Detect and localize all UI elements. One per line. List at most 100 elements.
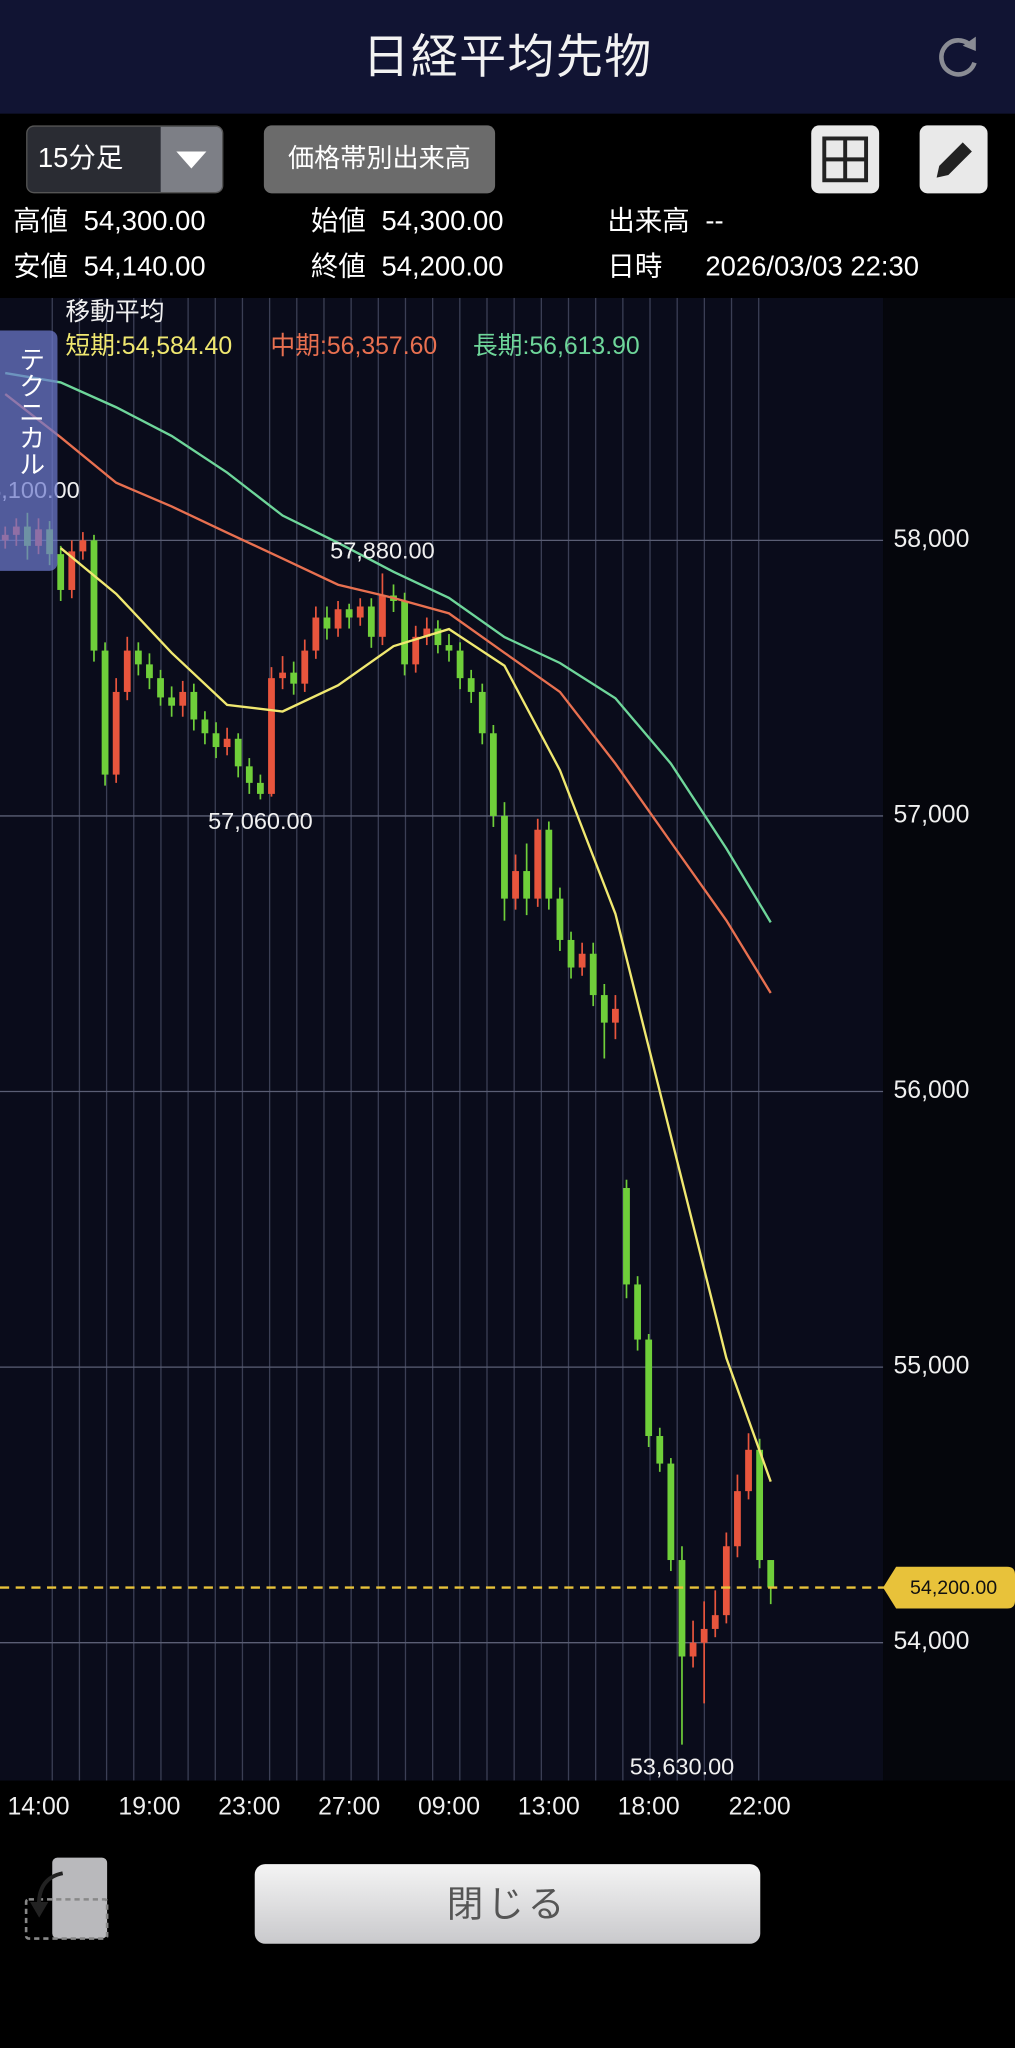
candle-body: [501, 815, 508, 899]
candle-body: [767, 1560, 775, 1588]
candle-body: [279, 672, 286, 679]
plot-background: [0, 297, 884, 1781]
candle-body: [290, 672, 298, 684]
candle-body: [456, 650, 464, 679]
rotate-arrowhead: [30, 1901, 49, 1918]
candle-body: [157, 678, 164, 698]
y-tick-label: 58,000: [894, 526, 970, 553]
x-tick-label: 22:00: [729, 1793, 791, 1820]
candle-body: [234, 738, 242, 767]
candle-body: [179, 691, 187, 706]
candle-body: [589, 953, 597, 996]
candle-body: [79, 540, 87, 552]
candle-body: [123, 650, 131, 692]
candle-body: [434, 628, 442, 646]
y-tick-label: 57,000: [894, 801, 970, 828]
x-tick-label: 13:00: [518, 1793, 580, 1820]
candle-body: [134, 650, 142, 665]
y-tick-label: 54,000: [894, 1628, 970, 1655]
candle-body: [489, 733, 497, 816]
interval-dropdown[interactable]: 15分足: [26, 125, 224, 194]
candle-body: [245, 766, 253, 783]
x-tick-label: 23:00: [218, 1793, 280, 1820]
candle-body: [312, 617, 320, 651]
legend-entry: 短期:54,584.40: [65, 332, 232, 360]
axis-background: [883, 297, 1015, 1781]
x-tick-label: 27:00: [318, 1793, 380, 1820]
technical-tab[interactable]: テクニカル: [0, 330, 58, 571]
x-tick-label: 09:00: [418, 1793, 480, 1820]
candle-body: [334, 609, 342, 629]
candle-body: [545, 829, 553, 899]
candle-body: [190, 691, 198, 720]
candle-body: [711, 1615, 719, 1629]
candle-body: [623, 1187, 630, 1285]
candle-body: [689, 1642, 697, 1657]
last-price-label: 54,200.00: [910, 1577, 997, 1599]
candle-body: [656, 1436, 664, 1464]
y-tick-label: 55,000: [894, 1353, 970, 1380]
candle-body: [401, 600, 409, 665]
device-shape: [52, 1857, 108, 1939]
candle-body: [201, 719, 209, 734]
candle-body: [356, 606, 364, 618]
quote-value: 54,300.00: [381, 206, 504, 237]
x-tick-label: 19:00: [118, 1793, 180, 1820]
quote-value: 2026/03/03 22:30: [705, 252, 919, 283]
legend-entry: 長期:56,613.90: [473, 333, 640, 360]
candle-body: [423, 628, 431, 637]
volume-profile-button[interactable]: 価格帯別出来高: [263, 125, 496, 194]
candle-body: [556, 898, 564, 940]
candle-body: [268, 678, 275, 794]
candle-body: [68, 551, 76, 590]
moving-average-line: [59, 547, 772, 1483]
candle-body: [367, 606, 375, 637]
pencil-shape: [936, 142, 972, 178]
candle-body: [101, 650, 109, 775]
candle-body: [578, 953, 586, 968]
candle-body: [146, 664, 153, 679]
indicator-title: 移動平均: [65, 298, 164, 326]
candle-body: [57, 554, 65, 590]
candle-body: [412, 636, 420, 665]
rotate-button[interactable]: [24, 1855, 110, 1941]
candle-body: [645, 1339, 653, 1437]
y-tick-label: 56,000: [894, 1077, 970, 1104]
candle-body: [700, 1628, 708, 1643]
candle-body: [323, 617, 331, 629]
candle-body: [379, 595, 386, 637]
candle-body: [734, 1491, 741, 1547]
refresh-arrowhead: [962, 36, 976, 51]
arrow-shape: [176, 151, 207, 169]
candle-body: [478, 691, 486, 734]
candle-body: [301, 650, 309, 684]
x-tick-label: 14:00: [7, 1793, 69, 1820]
quote-value: --: [705, 206, 724, 237]
pencil-icon: [936, 142, 972, 178]
candle-body: [90, 540, 98, 651]
legend-entry: 中期:56,357.60: [270, 332, 437, 360]
quote-value: 54,300.00: [83, 206, 206, 237]
moving-average-line: [5, 371, 772, 923]
candle-body: [112, 691, 120, 775]
quote-label: 安値: [13, 252, 68, 283]
candlestick-chart: 54,000 55,000 56,000 57,000 58,000 14:00 19:00…: [0, 297, 1015, 1820]
draw-button[interactable]: [919, 125, 988, 194]
candle-body: [534, 829, 542, 899]
layout-button[interactable]: [811, 125, 880, 194]
last-price-tag: [883, 1566, 1015, 1609]
candle-body: [600, 995, 608, 1023]
candle-body: [223, 738, 231, 748]
candle-body: [634, 1284, 641, 1340]
screen-title: 日経平均先物: [362, 30, 653, 84]
dropdown-arrow-box: [160, 126, 223, 193]
refresh-button[interactable]: [931, 31, 983, 83]
close-button[interactable]: 閉じる: [254, 1864, 761, 1944]
candle-body: [667, 1463, 675, 1561]
layout-icon: [822, 136, 869, 183]
header-bar: [0, 0, 1015, 114]
quote-value: 54,140.00: [83, 252, 206, 283]
candle-body: [612, 1008, 619, 1023]
candle-body: [756, 1449, 764, 1561]
